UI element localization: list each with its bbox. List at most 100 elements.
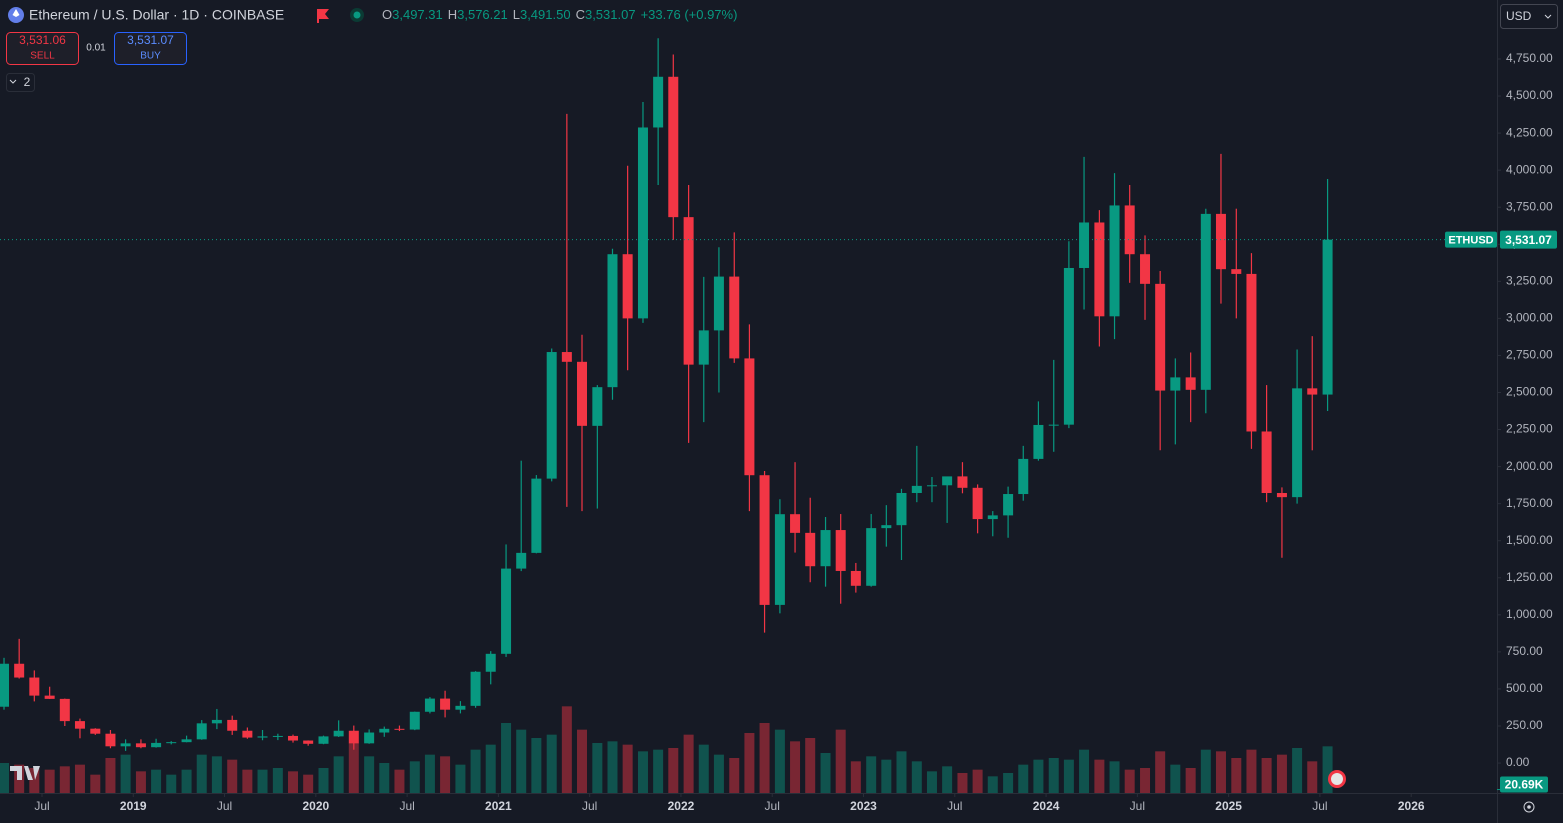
candle-body — [683, 217, 694, 365]
x-tick-label: Jul — [1130, 799, 1145, 813]
volume-bar — [333, 756, 344, 793]
volume-bar — [318, 768, 329, 793]
candle-body — [409, 711, 420, 730]
y-tick-label: 1,250.00 — [1506, 570, 1553, 584]
currency-select[interactable] — [1500, 4, 1558, 29]
chevron — [9, 79, 17, 84]
low-value: 3,491.50 — [520, 7, 571, 22]
logo[interactable] — [10, 766, 40, 780]
candle-body — [668, 76, 679, 218]
volume-bar — [1215, 751, 1226, 793]
candle-body — [181, 739, 192, 743]
candle-body — [790, 514, 801, 533]
volume-bar — [44, 769, 55, 793]
volume-bar — [257, 769, 268, 793]
candle-body — [364, 732, 375, 744]
y-tick-label: 2,250.00 — [1506, 422, 1553, 436]
candle-body — [774, 514, 785, 605]
candle-body — [379, 728, 390, 733]
volume-bar — [242, 769, 253, 793]
indicators-count[interactable]: 2 — [24, 75, 31, 89]
candle-body — [866, 528, 877, 586]
volume-bar — [1185, 768, 1196, 793]
candle-body — [896, 492, 907, 526]
x-tick-label: 2024 — [1033, 799, 1060, 813]
candle-body — [105, 733, 116, 747]
candle-body — [1200, 213, 1211, 390]
volume-bar — [1276, 754, 1287, 793]
volume-bar — [1322, 746, 1333, 793]
volume-bar — [1292, 748, 1303, 793]
candle-body — [242, 730, 253, 738]
volume-bar — [272, 768, 283, 793]
candle-body — [926, 485, 937, 487]
candle-body — [713, 276, 724, 331]
volume-bar — [59, 766, 70, 793]
volume-bar — [1079, 749, 1090, 793]
volume-bar — [683, 734, 694, 793]
buy-box[interactable] — [114, 32, 187, 65]
settings-icon[interactable] — [1523, 801, 1535, 813]
volume-bar — [105, 758, 116, 793]
sell-label[interactable]: SELL — [30, 51, 55, 62]
buy-price[interactable]: 3,531.07 — [127, 33, 174, 47]
volume-bar — [1003, 773, 1014, 793]
symbol-tag: ETHUSD — [1448, 235, 1493, 247]
sell-button[interactable]: 3,531.06 SELL — [6, 32, 79, 65]
candle-body — [1261, 431, 1272, 493]
volume-bar — [0, 763, 10, 793]
volume-bar — [1246, 749, 1257, 793]
candle-body — [485, 653, 496, 672]
high-label: H — [448, 7, 457, 22]
volume-bar — [1140, 768, 1151, 793]
volume-bar — [440, 756, 451, 793]
candle-body — [881, 525, 892, 529]
x-tick-label: 2019 — [120, 799, 147, 813]
volume-bar — [364, 756, 375, 793]
volume-bar — [577, 729, 588, 793]
currency-label[interactable]: USD — [1506, 9, 1532, 23]
high-value: 3,576.21 — [457, 7, 508, 22]
volume-bar — [424, 754, 435, 793]
candle-body — [1048, 424, 1059, 426]
candle-body — [1155, 283, 1166, 391]
candle-body — [744, 358, 755, 476]
volume-bar — [668, 748, 679, 793]
volume-bar — [957, 773, 968, 793]
candle-body — [957, 476, 968, 488]
candle-body — [1307, 388, 1318, 395]
volume-bar — [501, 723, 512, 793]
candle-body — [257, 736, 268, 738]
candle-body — [546, 352, 557, 479]
x-tick-label: Jul — [947, 799, 962, 813]
volume-bar — [90, 774, 101, 793]
flag-icon[interactable] — [317, 9, 329, 23]
x-tick-label: Jul — [1312, 799, 1327, 813]
indicators-toggle[interactable] — [6, 73, 35, 92]
settings-button[interactable] — [1523, 801, 1535, 813]
last-price-label: 3,531.07 — [1505, 233, 1552, 247]
volume-bar — [942, 766, 953, 793]
volume-bar — [196, 754, 207, 793]
volume-bar — [546, 734, 557, 793]
sell-box[interactable] — [6, 32, 79, 65]
volume-bar — [835, 729, 846, 793]
buy-button[interactable]: 3,531.07 BUY — [114, 32, 187, 65]
candle-body — [135, 743, 146, 748]
x-tick-label: 2025 — [1215, 799, 1242, 813]
volume-bar — [972, 769, 983, 793]
sell-price[interactable]: 3,531.06 — [19, 33, 66, 47]
y-tick-label: 2,750.00 — [1506, 348, 1553, 362]
candle-body — [1124, 205, 1135, 255]
volume-bar — [744, 733, 755, 793]
candle-body — [653, 76, 664, 128]
candle-body — [622, 254, 633, 319]
y-tick-label: 1,000.00 — [1506, 607, 1553, 621]
symbol-tag-box — [1445, 231, 1497, 248]
buy-label[interactable]: BUY — [140, 51, 161, 62]
candle-body — [14, 663, 25, 678]
volume-bar — [166, 774, 177, 793]
volume-bar — [729, 758, 740, 793]
symbol-title[interactable]: Ethereum / U.S. Dollar · 1D · COINBASE — [29, 7, 284, 23]
market-status-dot — [353, 11, 361, 19]
